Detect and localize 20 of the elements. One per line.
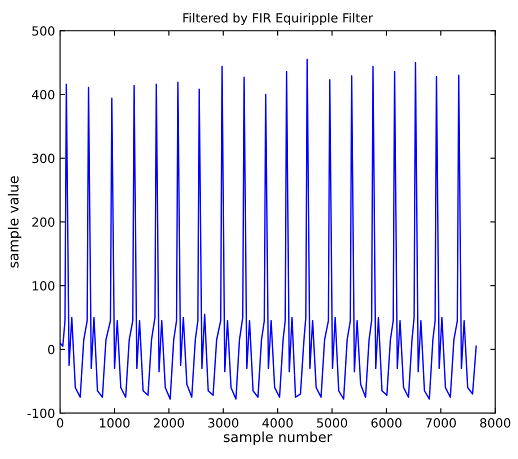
y-tick-label: -100 (27, 408, 54, 418)
x-tick-label: 4000 (262, 418, 293, 428)
x-tick-label: 2000 (154, 418, 184, 428)
y-tick-label: 400 (32, 90, 54, 100)
y-tick-label: 100 (32, 281, 54, 291)
x-tick-label: 8000 (480, 418, 510, 428)
x-axis-title: sample number (224, 431, 332, 445)
x-tick-label: 3000 (208, 418, 238, 428)
y-tick-label: 200 (32, 217, 54, 227)
line-series (60, 58, 477, 400)
x-tick-label: 1000 (100, 418, 130, 428)
y-axis-title: sample value (8, 176, 22, 268)
chart-title: Filtered by FIR Equiripple Filter (183, 12, 374, 26)
x-tick-label: 6000 (371, 418, 402, 428)
x-tick-label: 5000 (317, 418, 348, 428)
x-tick-label: 0 (56, 418, 64, 428)
y-tick-label: 0 (48, 344, 54, 354)
y-tick-label: 300 (32, 154, 54, 164)
x-tick-label: 7000 (426, 418, 456, 428)
y-tick-label: 500 (32, 26, 54, 36)
